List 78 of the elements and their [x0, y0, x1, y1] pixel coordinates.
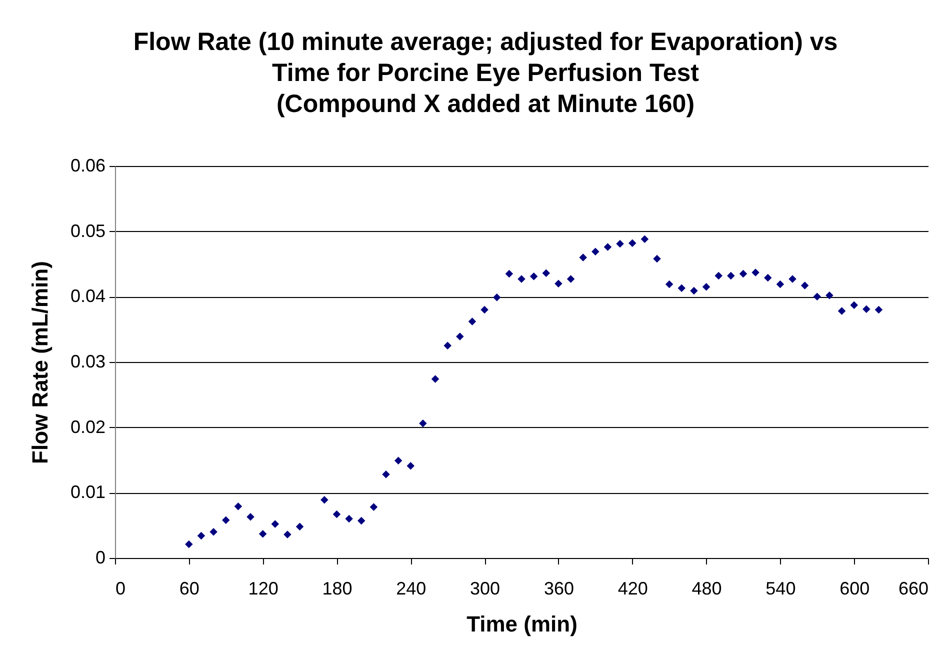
point [752, 268, 760, 276]
point [246, 512, 254, 521]
point [640, 235, 649, 244]
y-tick-label: 0.01 [70, 482, 106, 502]
point [394, 456, 402, 465]
point [492, 293, 501, 302]
point [850, 301, 858, 310]
point [210, 528, 218, 536]
point [702, 282, 710, 291]
point [271, 520, 280, 528]
point [813, 292, 822, 301]
x-tick-label: 420 [618, 578, 648, 598]
point [480, 306, 488, 314]
x-tick-label: 120 [248, 578, 278, 598]
point [431, 375, 440, 383]
point [838, 307, 846, 315]
point [296, 522, 304, 531]
point [185, 540, 193, 548]
point [628, 239, 636, 247]
x-tick-label: 660 [898, 578, 928, 598]
x-axis-title: Time (min) [466, 612, 578, 636]
point [678, 284, 686, 292]
point [197, 532, 206, 540]
x-tick-label: 0 [116, 578, 126, 598]
y-tick-label: 0.02 [70, 416, 106, 437]
point [370, 503, 378, 511]
point [665, 280, 674, 288]
x-tick-label: 540 [766, 578, 796, 598]
point [284, 530, 292, 538]
point [776, 280, 784, 288]
chart-title: Flow Rate (10 minute average; adjusted for Evaporation) vs Time for Porcine Eye Perfusion Test (Compound X added at Minute 160) [133, 28, 838, 118]
y-tick-label: 0 [95, 548, 106, 568]
point [530, 272, 538, 280]
point [874, 306, 883, 314]
point [788, 275, 796, 283]
y-axis-title: Flow Rate (mL/min) [27, 261, 52, 464]
point [579, 254, 587, 262]
point [406, 462, 415, 470]
y-tick-label: 0.03 [70, 352, 106, 372]
y-tick-label: 0.04 [70, 286, 106, 306]
point [604, 243, 612, 251]
y-tick-label: 0.05 [70, 220, 106, 241]
point [592, 248, 600, 256]
point [505, 270, 514, 278]
x-tick-label: 240 [396, 578, 426, 598]
point [258, 530, 267, 538]
y-tick-label: 0.06 [70, 156, 106, 176]
point [468, 318, 476, 326]
point [518, 275, 526, 283]
point [419, 420, 427, 428]
x-tick-label: 180 [322, 578, 352, 598]
x-tick-label: 600 [840, 578, 870, 598]
x-tick-label: 360 [544, 578, 574, 598]
x-tick-label: 480 [692, 578, 722, 598]
point [727, 272, 735, 280]
point [616, 240, 624, 248]
point [714, 272, 722, 280]
point [739, 270, 748, 278]
point [382, 470, 390, 478]
point [566, 275, 575, 283]
point [862, 305, 870, 313]
point [234, 502, 242, 510]
point [764, 274, 772, 282]
point [332, 510, 341, 518]
point [826, 291, 834, 300]
point [444, 342, 452, 350]
x-tick-label: 60 [179, 578, 200, 598]
point [653, 254, 661, 263]
point [357, 516, 366, 525]
point [222, 516, 230, 524]
point [542, 269, 550, 278]
point [690, 286, 698, 295]
point [345, 514, 353, 523]
point [320, 496, 328, 504]
point [456, 332, 464, 340]
x-tick-label: 300 [470, 578, 500, 598]
point [554, 280, 562, 288]
point [800, 282, 809, 290]
